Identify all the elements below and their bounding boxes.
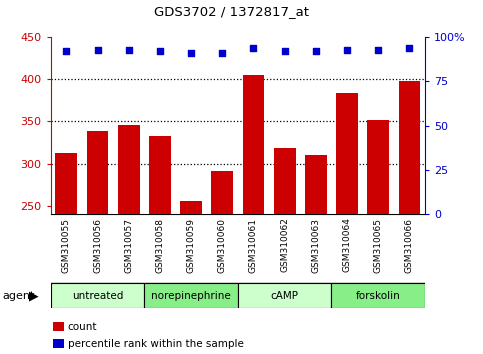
Bar — [51, 283, 144, 308]
Point — [250, 45, 257, 51]
Point — [374, 47, 382, 52]
Text: GSM310055: GSM310055 — [62, 218, 71, 273]
Point — [218, 50, 226, 56]
Text: GSM310064: GSM310064 — [342, 218, 352, 273]
Bar — [212, 171, 233, 354]
Bar — [53, 339, 64, 348]
Text: GSM310061: GSM310061 — [249, 218, 258, 273]
Point — [187, 50, 195, 56]
Bar — [118, 125, 140, 354]
Point — [156, 48, 164, 54]
Text: untreated: untreated — [72, 291, 123, 301]
Bar — [180, 201, 202, 354]
Bar — [305, 155, 327, 354]
Bar — [238, 283, 331, 308]
Text: GSM310060: GSM310060 — [218, 218, 227, 273]
Text: cAMP: cAMP — [270, 291, 298, 301]
Text: GSM310066: GSM310066 — [405, 218, 414, 273]
Text: forskolin: forskolin — [356, 291, 400, 301]
Bar — [53, 322, 64, 331]
Bar — [56, 154, 77, 354]
Text: percentile rank within the sample: percentile rank within the sample — [68, 339, 243, 349]
Point — [312, 48, 320, 54]
Point — [343, 47, 351, 52]
Bar — [242, 75, 264, 354]
Bar — [274, 148, 296, 354]
Text: GSM310059: GSM310059 — [186, 218, 196, 273]
Bar — [398, 81, 420, 354]
Text: GSM310062: GSM310062 — [280, 218, 289, 273]
Text: ▶: ▶ — [29, 289, 39, 302]
Bar — [86, 131, 108, 354]
Bar — [336, 93, 358, 354]
Point — [281, 48, 288, 54]
Text: GSM310056: GSM310056 — [93, 218, 102, 273]
Bar — [368, 120, 389, 354]
Text: GSM310063: GSM310063 — [312, 218, 320, 273]
Bar — [149, 136, 171, 354]
Point — [62, 48, 70, 54]
Text: GDS3702 / 1372817_at: GDS3702 / 1372817_at — [155, 5, 309, 18]
Point — [406, 45, 413, 51]
Point — [94, 47, 101, 52]
Bar — [144, 283, 238, 308]
Text: agent: agent — [2, 291, 35, 301]
Point — [125, 47, 132, 52]
Text: GSM310065: GSM310065 — [374, 218, 383, 273]
Text: GSM310058: GSM310058 — [156, 218, 164, 273]
Text: norepinephrine: norepinephrine — [151, 291, 231, 301]
Text: count: count — [68, 322, 97, 332]
Bar — [331, 283, 425, 308]
Text: GSM310057: GSM310057 — [124, 218, 133, 273]
